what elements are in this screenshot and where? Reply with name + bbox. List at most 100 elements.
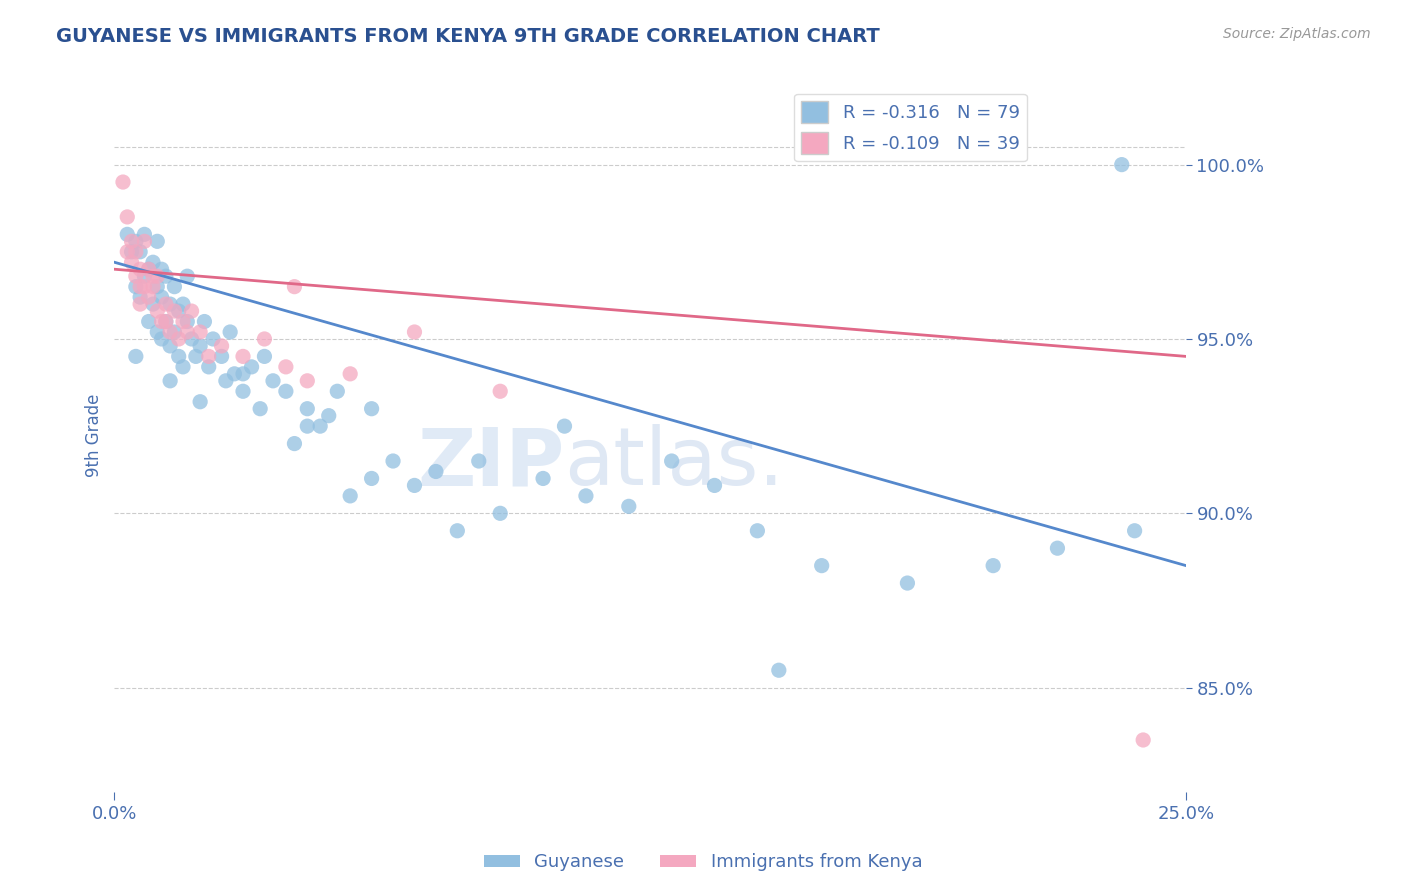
Point [201, 332, 224, 346]
Point [150, 314, 173, 328]
Point [768, 663, 790, 677]
Point [180, 332, 202, 346]
Point [121, 235, 143, 249]
Point [150, 290, 173, 304]
Point [283, 436, 305, 450]
Point [249, 401, 271, 416]
Point [446, 524, 468, 538]
Point [125, 235, 148, 249]
Point [188, 394, 211, 409]
Point [339, 367, 361, 381]
Legend: R = -0.316   N = 79, R = -0.109   N = 39: R = -0.316 N = 79, R = -0.109 N = 39 [794, 94, 1026, 161]
Point [142, 255, 165, 269]
Point [184, 350, 207, 364]
Point [146, 235, 169, 249]
Point [224, 367, 246, 381]
Point [188, 339, 211, 353]
Point [155, 314, 177, 328]
Point [404, 325, 426, 339]
Point [167, 304, 190, 318]
Point [155, 269, 177, 284]
Legend: Guyanese, Immigrants from Kenya: Guyanese, Immigrants from Kenya [477, 847, 929, 879]
Point [155, 297, 177, 311]
Point [134, 235, 156, 249]
Point [146, 279, 169, 293]
Point [1123, 524, 1146, 538]
Point [531, 471, 554, 485]
Point [117, 210, 139, 224]
Text: atlas.: atlas. [564, 425, 785, 502]
Point [747, 524, 769, 538]
Point [172, 314, 194, 328]
Point [262, 374, 284, 388]
Point [142, 279, 165, 293]
Point [159, 339, 181, 353]
Point [318, 409, 340, 423]
Point [134, 227, 156, 242]
Point [129, 279, 152, 293]
Point [326, 384, 349, 399]
Point [489, 384, 512, 399]
Point [138, 290, 160, 304]
Point [134, 279, 156, 293]
Point [193, 314, 215, 328]
Point [703, 478, 725, 492]
Point [197, 350, 219, 364]
Point [274, 384, 297, 399]
Point [159, 297, 181, 311]
Point [1132, 733, 1154, 747]
Point [489, 506, 512, 520]
Point [159, 325, 181, 339]
Point [1046, 541, 1069, 556]
Point [360, 471, 382, 485]
Point [253, 350, 276, 364]
Point [163, 325, 186, 339]
Point [297, 401, 319, 416]
Point [129, 290, 152, 304]
Point [553, 419, 575, 434]
Point [163, 304, 186, 318]
Point [125, 244, 148, 259]
Point [172, 359, 194, 374]
Point [309, 419, 332, 434]
Point [163, 279, 186, 293]
Point [382, 454, 405, 468]
Point [297, 419, 319, 434]
Point [810, 558, 832, 573]
Text: ZIP: ZIP [418, 425, 564, 502]
Text: Source: ZipAtlas.com: Source: ZipAtlas.com [1223, 27, 1371, 41]
Point [142, 297, 165, 311]
Point [575, 489, 598, 503]
Point [121, 255, 143, 269]
Y-axis label: 9th Grade: 9th Grade [86, 393, 103, 476]
Point [167, 332, 190, 346]
Point [138, 314, 160, 328]
Point [617, 500, 640, 514]
Point [232, 367, 254, 381]
Point [176, 314, 198, 328]
Point [146, 325, 169, 339]
Point [150, 332, 173, 346]
Point [232, 384, 254, 399]
Point [339, 489, 361, 503]
Point [274, 359, 297, 374]
Point [146, 269, 169, 284]
Point [129, 262, 152, 277]
Point [117, 244, 139, 259]
Point [240, 359, 263, 374]
Point [297, 374, 319, 388]
Point [896, 576, 918, 591]
Point [125, 279, 148, 293]
Point [283, 279, 305, 293]
Point [155, 314, 177, 328]
Point [211, 339, 233, 353]
Point [142, 269, 165, 284]
Text: GUYANESE VS IMMIGRANTS FROM KENYA 9TH GRADE CORRELATION CHART: GUYANESE VS IMMIGRANTS FROM KENYA 9TH GR… [56, 27, 880, 45]
Point [159, 374, 181, 388]
Point [125, 350, 148, 364]
Point [1111, 158, 1133, 172]
Point [211, 350, 233, 364]
Point [180, 304, 202, 318]
Point [138, 262, 160, 277]
Point [360, 401, 382, 416]
